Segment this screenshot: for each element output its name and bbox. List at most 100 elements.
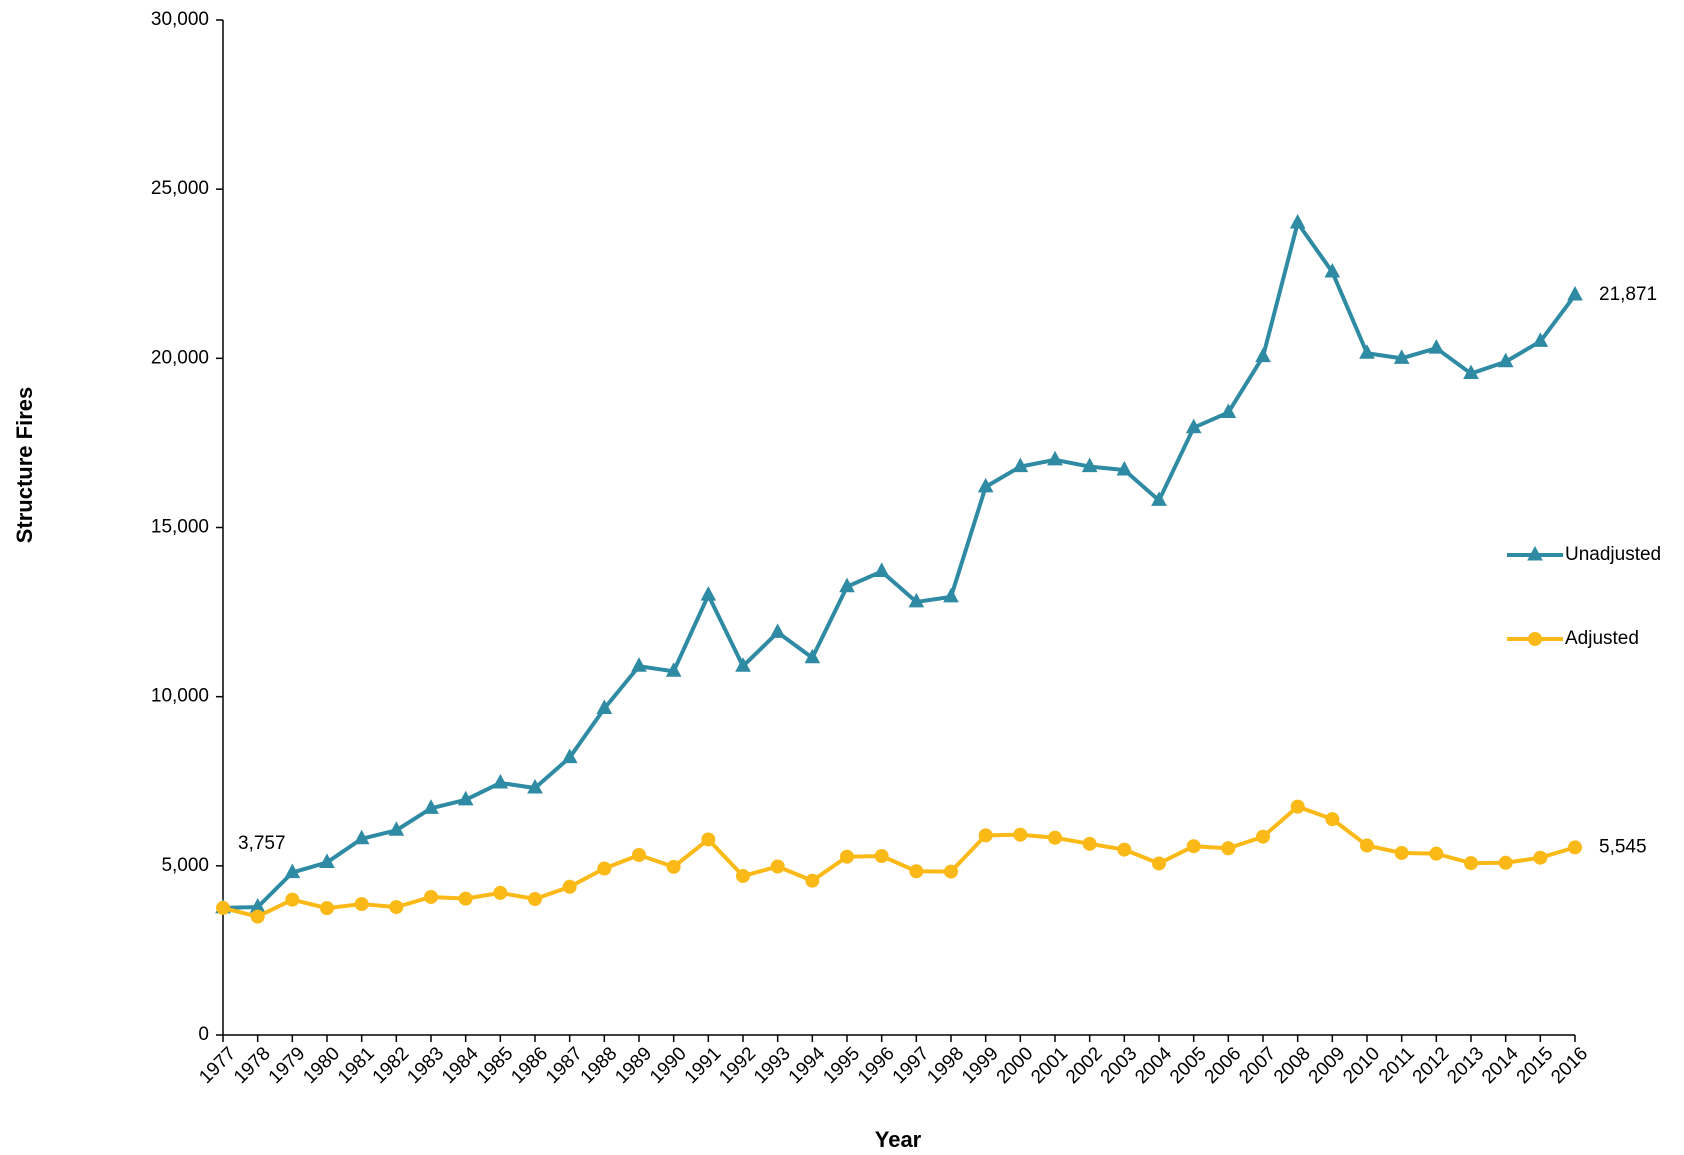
data-point	[284, 863, 301, 879]
data-point	[1324, 263, 1341, 278]
data-point	[1498, 855, 1513, 870]
x-tick-label: 2009	[1305, 1043, 1350, 1088]
data-point	[1393, 349, 1410, 364]
data-point	[389, 900, 404, 915]
x-tick-label: 2008	[1270, 1043, 1315, 1088]
data-point	[457, 790, 474, 806]
data-point	[285, 892, 300, 907]
y-tick-label: 10,000	[151, 686, 209, 707]
x-tick-label: 2002	[1062, 1043, 1107, 1088]
legend-marker	[1528, 632, 1542, 646]
data-point	[1152, 856, 1166, 871]
data-point	[1394, 845, 1409, 860]
x-tick-label: 1982	[369, 1043, 414, 1088]
x-tick-label: 1984	[438, 1043, 483, 1088]
data-point	[1567, 285, 1583, 301]
legend-marker	[1527, 545, 1543, 561]
data-point	[424, 889, 438, 904]
x-tick-label: 2003	[1097, 1043, 1142, 1088]
data-point	[1116, 460, 1133, 476]
x-tick-label: 1979	[265, 1043, 310, 1088]
data-point	[1532, 332, 1549, 347]
data-point	[666, 859, 681, 874]
x-tick-label: 1997	[889, 1043, 934, 1088]
data-point	[908, 592, 925, 608]
data-point	[527, 778, 543, 794]
data-point	[978, 828, 993, 843]
data-point	[1151, 491, 1167, 506]
x-tick-label: 2000	[993, 1043, 1038, 1088]
data-point	[700, 586, 717, 601]
data-point	[909, 864, 924, 879]
data-point	[1256, 829, 1270, 844]
x-tick-label: 1981	[334, 1043, 379, 1088]
data-point	[1221, 841, 1236, 856]
x-tick-label: 2005	[1166, 1043, 1211, 1088]
data-point	[596, 699, 613, 715]
legend-label: Adjusted	[1565, 628, 1639, 649]
data-point	[250, 909, 265, 924]
x-tick-label: 1980	[299, 1043, 344, 1088]
y-tick-label: 20,000	[151, 347, 209, 368]
x-tick-label: 1993	[750, 1043, 795, 1088]
x-tick-label: 2004	[1131, 1043, 1176, 1088]
data-point	[353, 829, 370, 845]
data-point	[735, 657, 751, 672]
data-point	[943, 587, 959, 603]
data-point	[562, 879, 577, 894]
y-axis-title: Structure Fires	[12, 387, 37, 544]
data-point	[631, 657, 647, 672]
data-point	[528, 891, 542, 906]
data-point	[1428, 339, 1445, 354]
data-point	[492, 773, 509, 789]
data-point	[388, 821, 405, 836]
x-tick-label: 1999	[958, 1043, 1003, 1088]
data-point	[1533, 850, 1548, 865]
data-point	[770, 859, 785, 874]
data-point	[1568, 840, 1582, 855]
data-point	[1359, 344, 1375, 359]
data-point	[1463, 364, 1479, 380]
x-tick-label: 1990	[646, 1043, 691, 1088]
x-tick-label: 1994	[785, 1043, 830, 1088]
data-point	[665, 662, 682, 677]
x-tick-label: 1985	[473, 1043, 518, 1088]
legend-label: Unadjusted	[1565, 544, 1661, 565]
data-point	[320, 901, 334, 916]
x-tick-label: 2010	[1339, 1043, 1384, 1088]
y-tick-label: 15,000	[151, 517, 209, 538]
data-point	[944, 864, 958, 879]
y-tick-label: 0	[198, 1024, 209, 1045]
data-point	[804, 648, 821, 664]
data-point	[1186, 839, 1201, 854]
x-tick-label: 1988	[577, 1043, 622, 1088]
x-tick-label: 2013	[1443, 1043, 1488, 1088]
data-point	[1013, 827, 1028, 842]
data-point	[1464, 856, 1478, 871]
data-point	[1012, 457, 1029, 473]
data-point	[873, 562, 890, 577]
x-tick-label: 2015	[1513, 1043, 1558, 1088]
data-point	[840, 849, 854, 864]
y-tick-label: 25,000	[151, 178, 209, 199]
data-point	[354, 897, 369, 912]
data-point	[736, 868, 750, 883]
y-tick-label: 30,000	[151, 9, 209, 30]
x-tick-label: 2007	[1235, 1043, 1280, 1088]
data-point	[1082, 836, 1097, 851]
data-point	[805, 873, 820, 888]
data-point	[1117, 842, 1132, 857]
x-tick-label: 1989	[611, 1043, 656, 1088]
data-point	[423, 799, 439, 814]
data-point	[1290, 799, 1305, 814]
x-axis-title: Year	[875, 1127, 922, 1152]
x-tick-label: 2014	[1478, 1043, 1523, 1088]
x-tick-label: 1987	[542, 1043, 587, 1088]
data-point	[597, 861, 612, 876]
x-tick-label: 1977	[195, 1043, 240, 1088]
data-point	[1497, 352, 1514, 368]
data-point	[458, 891, 473, 906]
data-point	[632, 848, 646, 863]
x-tick-label: 1996	[854, 1043, 899, 1088]
